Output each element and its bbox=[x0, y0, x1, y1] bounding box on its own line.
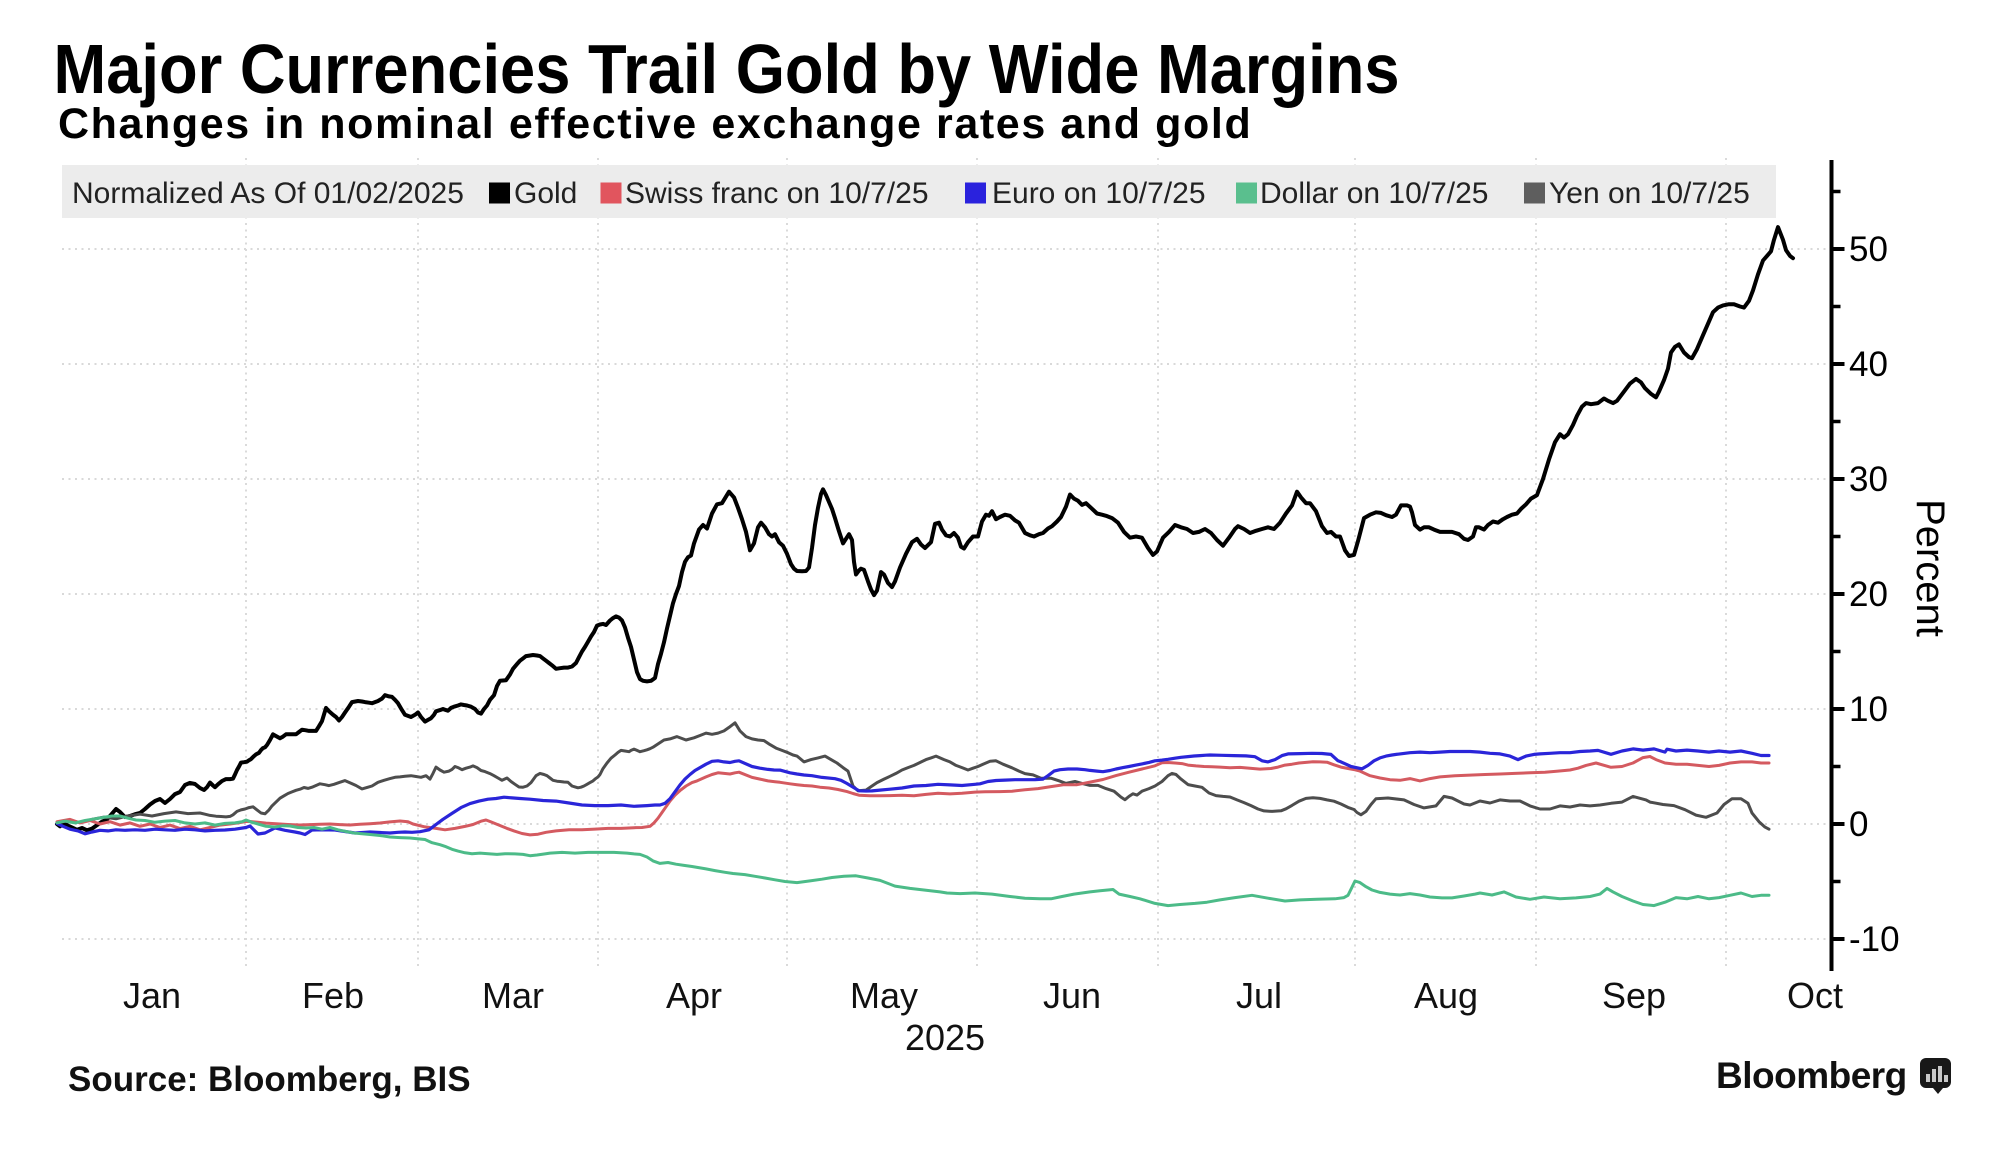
svg-text:Gold: Gold bbox=[514, 177, 577, 210]
svg-text:50: 50 bbox=[1849, 230, 1888, 269]
svg-text:Apr: Apr bbox=[666, 975, 722, 1016]
svg-text:30: 30 bbox=[1849, 460, 1888, 499]
svg-text:Normalized As Of 01/02/2025: Normalized As Of 01/02/2025 bbox=[72, 177, 464, 210]
svg-text:0: 0 bbox=[1849, 805, 1868, 844]
svg-text:Bloomberg: Bloomberg bbox=[1716, 1055, 1907, 1096]
svg-text:Percent: Percent bbox=[1908, 499, 1952, 637]
svg-text:Oct: Oct bbox=[1787, 975, 1843, 1016]
svg-text:-10: -10 bbox=[1849, 920, 1900, 959]
svg-text:Changes in nominal effective e: Changes in nominal effective exchange ra… bbox=[58, 100, 1252, 148]
svg-text:Dollar on 10/7/25: Dollar on 10/7/25 bbox=[1260, 177, 1489, 210]
svg-text:Yen on 10/7/25: Yen on 10/7/25 bbox=[1549, 177, 1750, 210]
svg-text:Mar: Mar bbox=[482, 975, 544, 1016]
svg-text:Euro on 10/7/25: Euro on 10/7/25 bbox=[992, 177, 1206, 210]
svg-text:10: 10 bbox=[1849, 690, 1888, 729]
svg-text:40: 40 bbox=[1849, 345, 1888, 384]
svg-text:Sep: Sep bbox=[1602, 975, 1666, 1016]
svg-text:Major Currencies Trail Gold by: Major Currencies Trail Gold by Wide Marg… bbox=[54, 31, 1400, 109]
svg-text:Swiss franc on 10/7/25: Swiss franc on 10/7/25 bbox=[625, 177, 929, 210]
svg-text:Source: Bloomberg, BIS: Source: Bloomberg, BIS bbox=[68, 1060, 471, 1099]
svg-text:Jun: Jun bbox=[1043, 975, 1101, 1016]
svg-text:May: May bbox=[850, 975, 918, 1016]
svg-text:20: 20 bbox=[1849, 575, 1888, 614]
svg-text:Feb: Feb bbox=[302, 975, 364, 1016]
svg-text:2025: 2025 bbox=[905, 1017, 985, 1058]
svg-text:Aug: Aug bbox=[1414, 975, 1478, 1016]
svg-text:Jan: Jan bbox=[123, 975, 181, 1016]
svg-text:Jul: Jul bbox=[1236, 975, 1282, 1016]
